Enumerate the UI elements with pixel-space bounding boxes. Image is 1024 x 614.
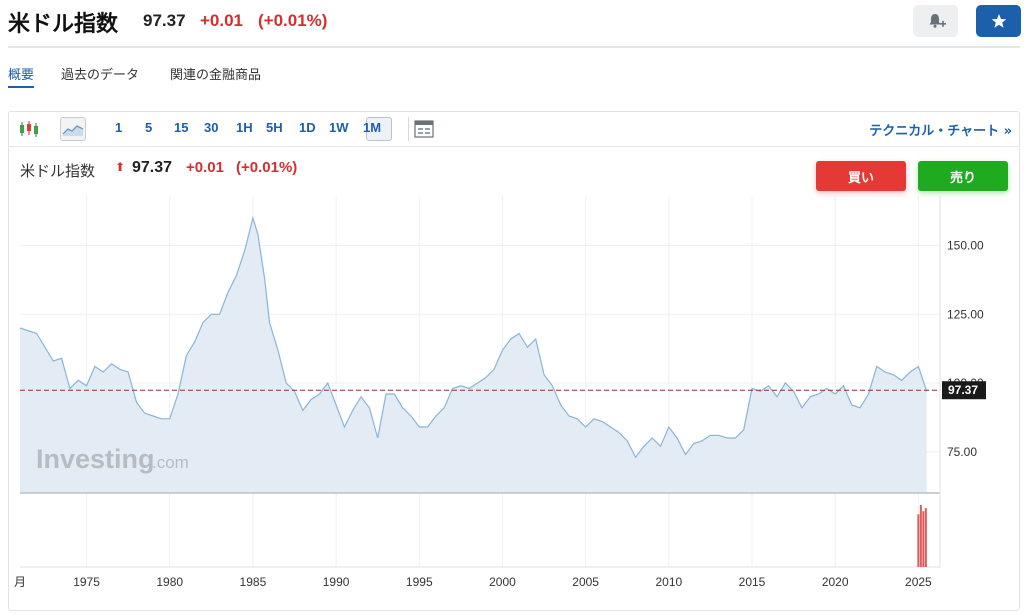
candlestick-icon (20, 121, 38, 137)
active-tab-indicator (8, 86, 34, 88)
x-tick-label: 2010 (655, 575, 682, 589)
legend-change: +0.01 (186, 159, 224, 176)
x-tick-label: 1995 (406, 575, 433, 589)
active-timeframe-highlight (366, 117, 392, 141)
header-change: +0.01 (200, 11, 244, 30)
x-tick-label: 1990 (323, 575, 350, 589)
legend-instrument-name: 米ドル指数 (20, 162, 96, 180)
legend-change-pct: (+0.01%) (236, 159, 298, 176)
chart-settings-button[interactable] (411, 117, 437, 141)
sell-button[interactable]: 売り (918, 161, 1008, 191)
price-area-fill (20, 218, 927, 493)
y-tick-label: 150.00 (947, 239, 984, 253)
x-tick-label: 2005 (572, 575, 599, 589)
area-chart-button[interactable] (60, 117, 86, 141)
volume-bars (917, 505, 927, 567)
candlestick-chart-button[interactable] (16, 117, 42, 141)
last-price-tag-bg (942, 381, 986, 400)
tab-historical-data[interactable]: 過去のデータ (61, 68, 140, 83)
x-tick-label: 1975 (73, 575, 100, 589)
bell-plus-icon (929, 14, 946, 28)
timeframe-1h[interactable]: 1H (236, 120, 253, 135)
price-line (19, 215, 928, 459)
star-icon (991, 14, 1006, 28)
volume-bar (924, 508, 927, 567)
volume-bar (922, 511, 925, 567)
timeframe-1d[interactable]: 1D (299, 120, 316, 135)
y-tick-label: 125.00 (947, 307, 984, 321)
x-tick-label: 2015 (739, 575, 766, 589)
x-tick-label: 2025 (905, 575, 932, 589)
volume-bar (919, 505, 922, 567)
timeframe-5h[interactable]: 5H (266, 120, 283, 135)
x-tick-label: 1980 (156, 575, 183, 589)
chart-panel (8, 111, 1020, 611)
y-tick-label: 75.00 (947, 445, 977, 459)
add-alert-button[interactable] (913, 5, 958, 37)
timeframe-1w[interactable]: 1W (329, 120, 349, 135)
timeframe-1m[interactable]: 1M (363, 120, 382, 135)
page-header: 米ドル指数 97.37 +0.01 (+0.01%) (0, 0, 1024, 48)
table-view-icon (414, 120, 434, 138)
page-title: 米ドル指数 (8, 12, 119, 37)
area-chart-icon (62, 125, 84, 136)
timeframe-30[interactable]: 30 (204, 120, 219, 135)
last-price-tag-label: 97.37 (948, 383, 978, 397)
timeframe-1[interactable]: 1 (115, 120, 123, 135)
x-tick-label: 2020 (822, 575, 849, 589)
legend-price: 97.37 (132, 159, 173, 176)
chart-toolbar: 1 5 15 30 1H 5H 1D 1W 1M テクニカル・チャート » (8, 111, 1020, 147)
x-tick-label: 2000 (489, 575, 516, 589)
x-tick-label-start: 月 (14, 575, 26, 589)
volume-bar (917, 514, 920, 567)
timeframe-15[interactable]: 15 (174, 120, 189, 135)
buy-button[interactable]: 買い (816, 161, 906, 191)
header-price: 97.37 (143, 11, 186, 30)
x-tick-label: 1985 (240, 575, 267, 589)
last-price-tag: 97.37 (942, 381, 986, 400)
header-change-pct: (+0.01%) (258, 11, 328, 30)
toolbar-separator (408, 117, 409, 141)
x-axis-labels: 月 1975 1980 1985 1990 1995 2000 2005 2010 2015 202… (14, 575, 932, 589)
investing-watermark-domain: .com (152, 453, 189, 472)
timeframe-5[interactable]: 5 (145, 120, 153, 135)
tab-related-instruments[interactable]: 関連の金融商品 (170, 68, 262, 83)
header-divider (8, 46, 1020, 48)
watchlist-button[interactable] (976, 5, 1021, 37)
investing-watermark: Investing (36, 444, 155, 474)
up-arrow-icon: ⬆ (115, 160, 126, 174)
tab-overview[interactable]: 概要 (8, 68, 35, 83)
technical-chart-link[interactable]: テクニカル・チャート » (869, 124, 1012, 139)
